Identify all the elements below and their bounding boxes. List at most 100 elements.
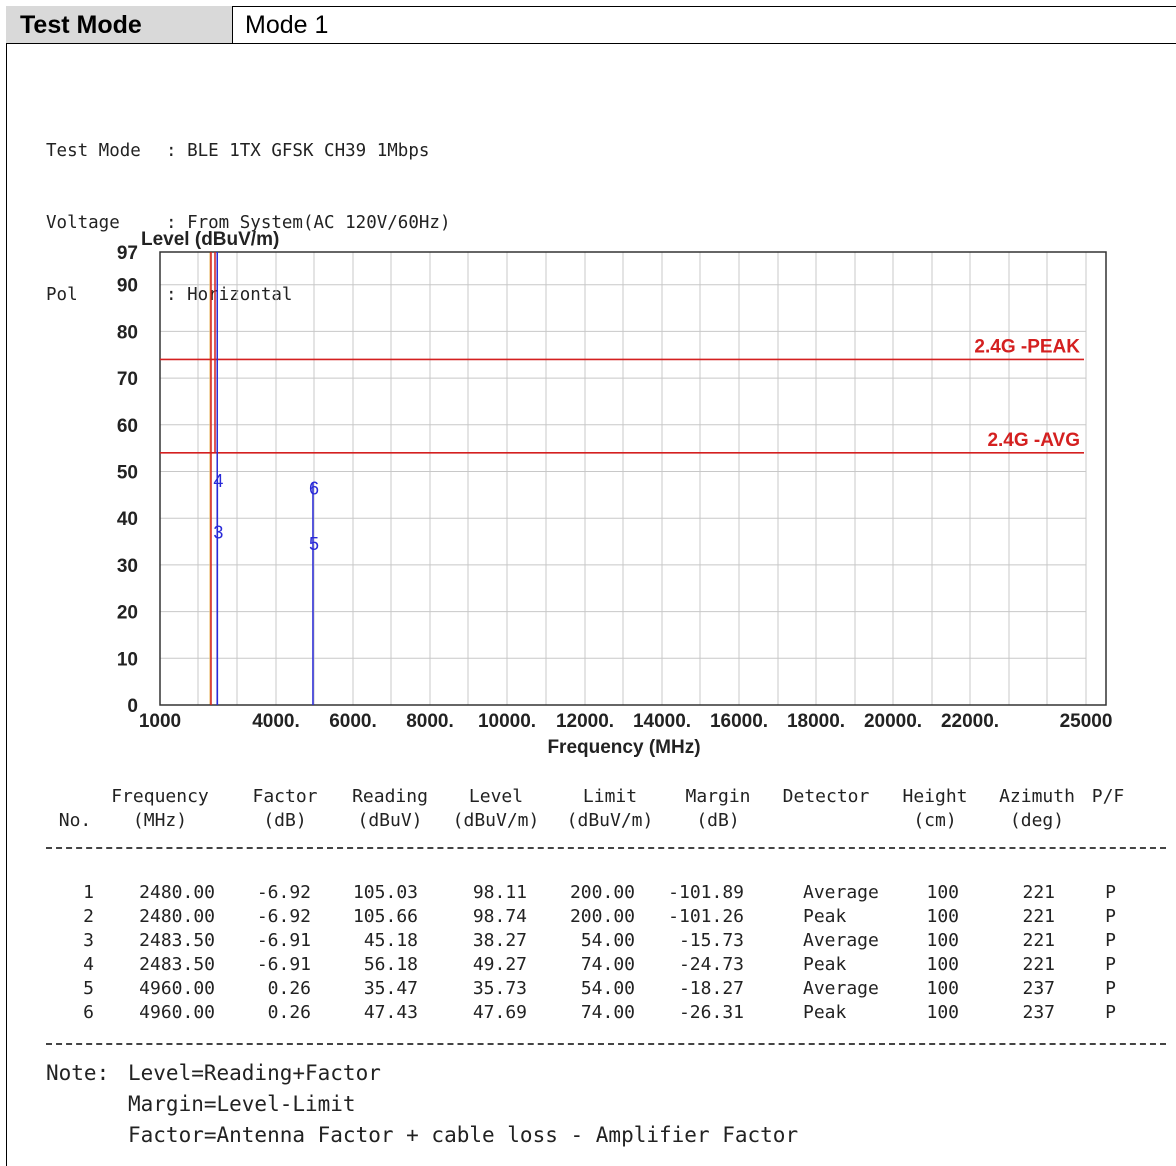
info-label: Test Mode [46, 141, 141, 161]
table-cell: 100 [926, 930, 959, 951]
table-cell: 3 [83, 930, 94, 951]
y-tick-label: 0 [127, 696, 138, 717]
table-cell: Peak [803, 1002, 847, 1023]
plot-frame [159, 251, 1107, 706]
column-header: Margin [685, 786, 751, 807]
table-cell: 2 [83, 906, 94, 927]
table-cell: 100 [926, 906, 959, 927]
y-tick-label: 20 [117, 603, 138, 624]
column-header: P/F [1091, 786, 1125, 807]
table-cell: 0.26 [267, 1002, 311, 1023]
table-cell: 221 [1022, 930, 1055, 951]
table-cell: P [1105, 978, 1116, 999]
table-divider-top [46, 847, 1166, 849]
x-tick-label: 10000. [478, 711, 536, 732]
info-value: From System(AC 120V/60Hz) [187, 213, 451, 233]
table-cell: 74.00 [580, 954, 635, 975]
x-tick-label: 6000. [329, 711, 377, 732]
table-cell: 45.18 [363, 930, 418, 951]
note-line: Level=Reading+Factor [128, 1061, 381, 1085]
table-cell: -15.73 [678, 930, 744, 951]
table-cell: Average [803, 978, 879, 999]
table-cell: 54.00 [580, 978, 635, 999]
table-cell: P [1105, 954, 1116, 975]
y-tick-label: 80 [117, 322, 138, 343]
table-cell: -18.27 [678, 978, 744, 999]
table-cell: 1 [83, 882, 94, 903]
table-cell: -6.91 [256, 954, 311, 975]
x-tick-label: 8000. [406, 711, 454, 732]
table-cell: 105.66 [352, 906, 418, 927]
table-cell: 54.00 [580, 930, 635, 951]
table-cell: Peak [803, 954, 847, 975]
table-cell: P [1105, 1002, 1116, 1023]
note-line: Margin=Level-Limit [128, 1092, 356, 1116]
info-value: Horizontal [187, 285, 293, 305]
table-cell: 237 [1022, 1002, 1055, 1023]
y-tick-label: 60 [117, 416, 138, 437]
table-cell: 237 [1022, 978, 1055, 999]
table-cell: 4960.00 [139, 1002, 215, 1023]
table-cell: -24.73 [678, 954, 744, 975]
y-tick-label: 90 [117, 276, 138, 297]
table-cell: 100 [926, 978, 959, 999]
table-cell: 100 [926, 1002, 959, 1023]
table-cell: 221 [1022, 954, 1055, 975]
test-info-block: Test Mode: BLE 1TX GFSK CH39 1Mbps Volta… [46, 91, 450, 331]
table-cell: -101.89 [668, 882, 744, 903]
table-cell: 38.27 [472, 930, 527, 951]
column-header: Detector [782, 786, 870, 807]
marker-label: 6 [309, 478, 319, 498]
table-cell: P [1105, 906, 1116, 927]
y-tick-label: 10 [117, 649, 138, 670]
y-tick-label: 97 [117, 243, 138, 264]
info-label: Pol [46, 285, 78, 305]
marker-label: 3 [213, 522, 223, 542]
column-header: Limit [582, 786, 638, 807]
table-cell: Average [803, 882, 879, 903]
emission-chart: 97 90 80 70 60 50 40 30 20 10 0 Level (dBuV/m) 1000 4… [117, 229, 1113, 758]
table-cell: 35.73 [472, 978, 527, 999]
limit-line-label: 2.4G -PEAK [974, 336, 1080, 357]
column-unit: (dB) [263, 810, 307, 831]
x-tick-label: 20000. [864, 711, 922, 732]
table-cell: -6.91 [256, 930, 311, 951]
table-cell: 100 [926, 954, 959, 975]
info-row: Test Mode: BLE 1TX GFSK CH39 1Mbps [46, 141, 430, 161]
column-header: Level [468, 786, 524, 807]
test-mode-key: Test Mode [6, 6, 233, 43]
x-tick-label: 1000 [139, 711, 181, 732]
column-unit: (dBuV/m) [566, 810, 654, 831]
x-tick-label: 4000. [252, 711, 300, 732]
table-cell: 2480.00 [139, 906, 215, 927]
table-cell: -101.26 [668, 906, 744, 927]
table-cell: 49.27 [472, 954, 527, 975]
column-unit: (deg) [1009, 810, 1065, 831]
table-cell: 5 [83, 978, 94, 999]
y-axis-label: Level (dBuV/m) [141, 229, 279, 250]
table-cell: 98.74 [472, 906, 527, 927]
table-cell: 56.18 [363, 954, 418, 975]
test-mode-value: Mode 1 [245, 11, 329, 39]
marker-label: 5 [309, 534, 319, 554]
y-tick-label: 50 [117, 462, 138, 483]
table-cell: 2483.50 [139, 954, 215, 975]
column-header: No. [58, 810, 92, 831]
y-tick-label: 30 [117, 556, 138, 577]
column-header: Azimuth [999, 786, 1075, 807]
table-cell: Average [803, 930, 879, 951]
y-tick-label: 40 [117, 509, 138, 530]
table-cell: 6 [83, 1002, 94, 1023]
marker-label: 4 [213, 471, 223, 491]
x-tick-label: 16000. [710, 711, 768, 732]
table-cell: 100 [926, 882, 959, 903]
table-cell: 47.43 [363, 1002, 418, 1023]
table-cell: P [1105, 882, 1116, 903]
table-cell: 221 [1022, 906, 1055, 927]
column-unit: (dBuV/m) [452, 810, 540, 831]
page-frame [6, 6, 1176, 1166]
table-cell: 221 [1022, 882, 1055, 903]
table-divider-bottom [46, 1043, 1166, 1045]
column-unit: (MHz) [132, 810, 188, 831]
table-cell: 47.69 [472, 1002, 527, 1023]
